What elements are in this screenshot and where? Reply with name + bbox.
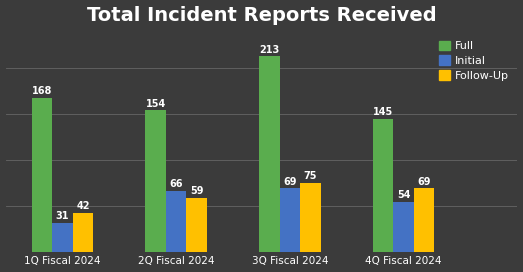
Text: 75: 75: [304, 171, 317, 181]
Text: 213: 213: [259, 45, 280, 55]
Bar: [32, 98, 52, 252]
Text: 54: 54: [397, 190, 411, 200]
Text: 145: 145: [373, 107, 393, 117]
Text: 154: 154: [145, 99, 166, 109]
Bar: [300, 183, 321, 252]
Text: 59: 59: [190, 186, 203, 196]
Text: 66: 66: [169, 179, 183, 189]
Bar: [73, 213, 93, 252]
Bar: [259, 56, 280, 252]
Title: Total Incident Reports Received: Total Incident Reports Received: [87, 5, 436, 24]
Legend: Full, Initial, Follow-Up: Full, Initial, Follow-Up: [436, 37, 512, 84]
Bar: [373, 119, 393, 252]
Bar: [414, 188, 435, 252]
Text: 42: 42: [76, 201, 89, 211]
Text: 31: 31: [55, 211, 69, 221]
Text: 168: 168: [32, 86, 52, 96]
Bar: [145, 110, 166, 252]
Bar: [280, 188, 300, 252]
Bar: [52, 223, 73, 252]
Text: 69: 69: [417, 177, 431, 187]
Bar: [166, 191, 186, 252]
Bar: [186, 197, 207, 252]
Bar: [393, 202, 414, 252]
Text: 69: 69: [283, 177, 297, 187]
